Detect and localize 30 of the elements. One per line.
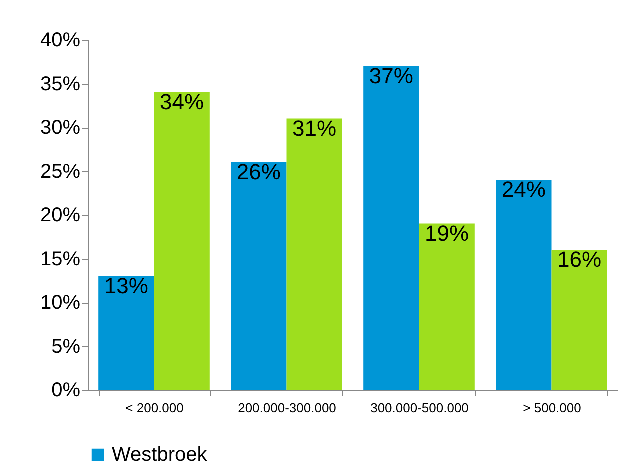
x-tick-label: > 500.000 [523,400,582,416]
bar [364,66,420,390]
data-label: 26% [236,160,281,184]
y-tick-label: 30% [40,117,81,139]
bar [286,118,342,390]
bar [98,276,154,390]
data-label: 24% [502,177,546,202]
y-tick-label: 35% [40,73,81,96]
y-tick-label: 10% [40,292,81,314]
y-tick-label: 20% [40,204,81,226]
y-tick-label: 40% [40,30,81,52]
x-tick-label: 300.000-500.000 [370,400,469,416]
bar [496,180,552,390]
data-label: 37% [369,63,414,88]
y-tick-label: 0% [52,380,81,402]
x-tick-label: 200.000-300.000 [238,400,336,416]
data-label: 34% [160,90,204,114]
bar [231,162,287,390]
x-tick-label: < 200.000 [126,400,184,416]
y-tick-label: 5% [52,336,81,358]
data-label: 16% [558,247,602,272]
data-label: 31% [292,116,337,141]
legend-label: Westbroek [112,444,208,466]
bar [552,250,608,390]
data-label: 13% [104,273,148,298]
bar [154,92,210,390]
bar [419,224,475,390]
y-tick-label: 15% [40,248,81,270]
data-label: 19% [425,220,470,246]
y-tick-label: 25% [40,160,81,183]
